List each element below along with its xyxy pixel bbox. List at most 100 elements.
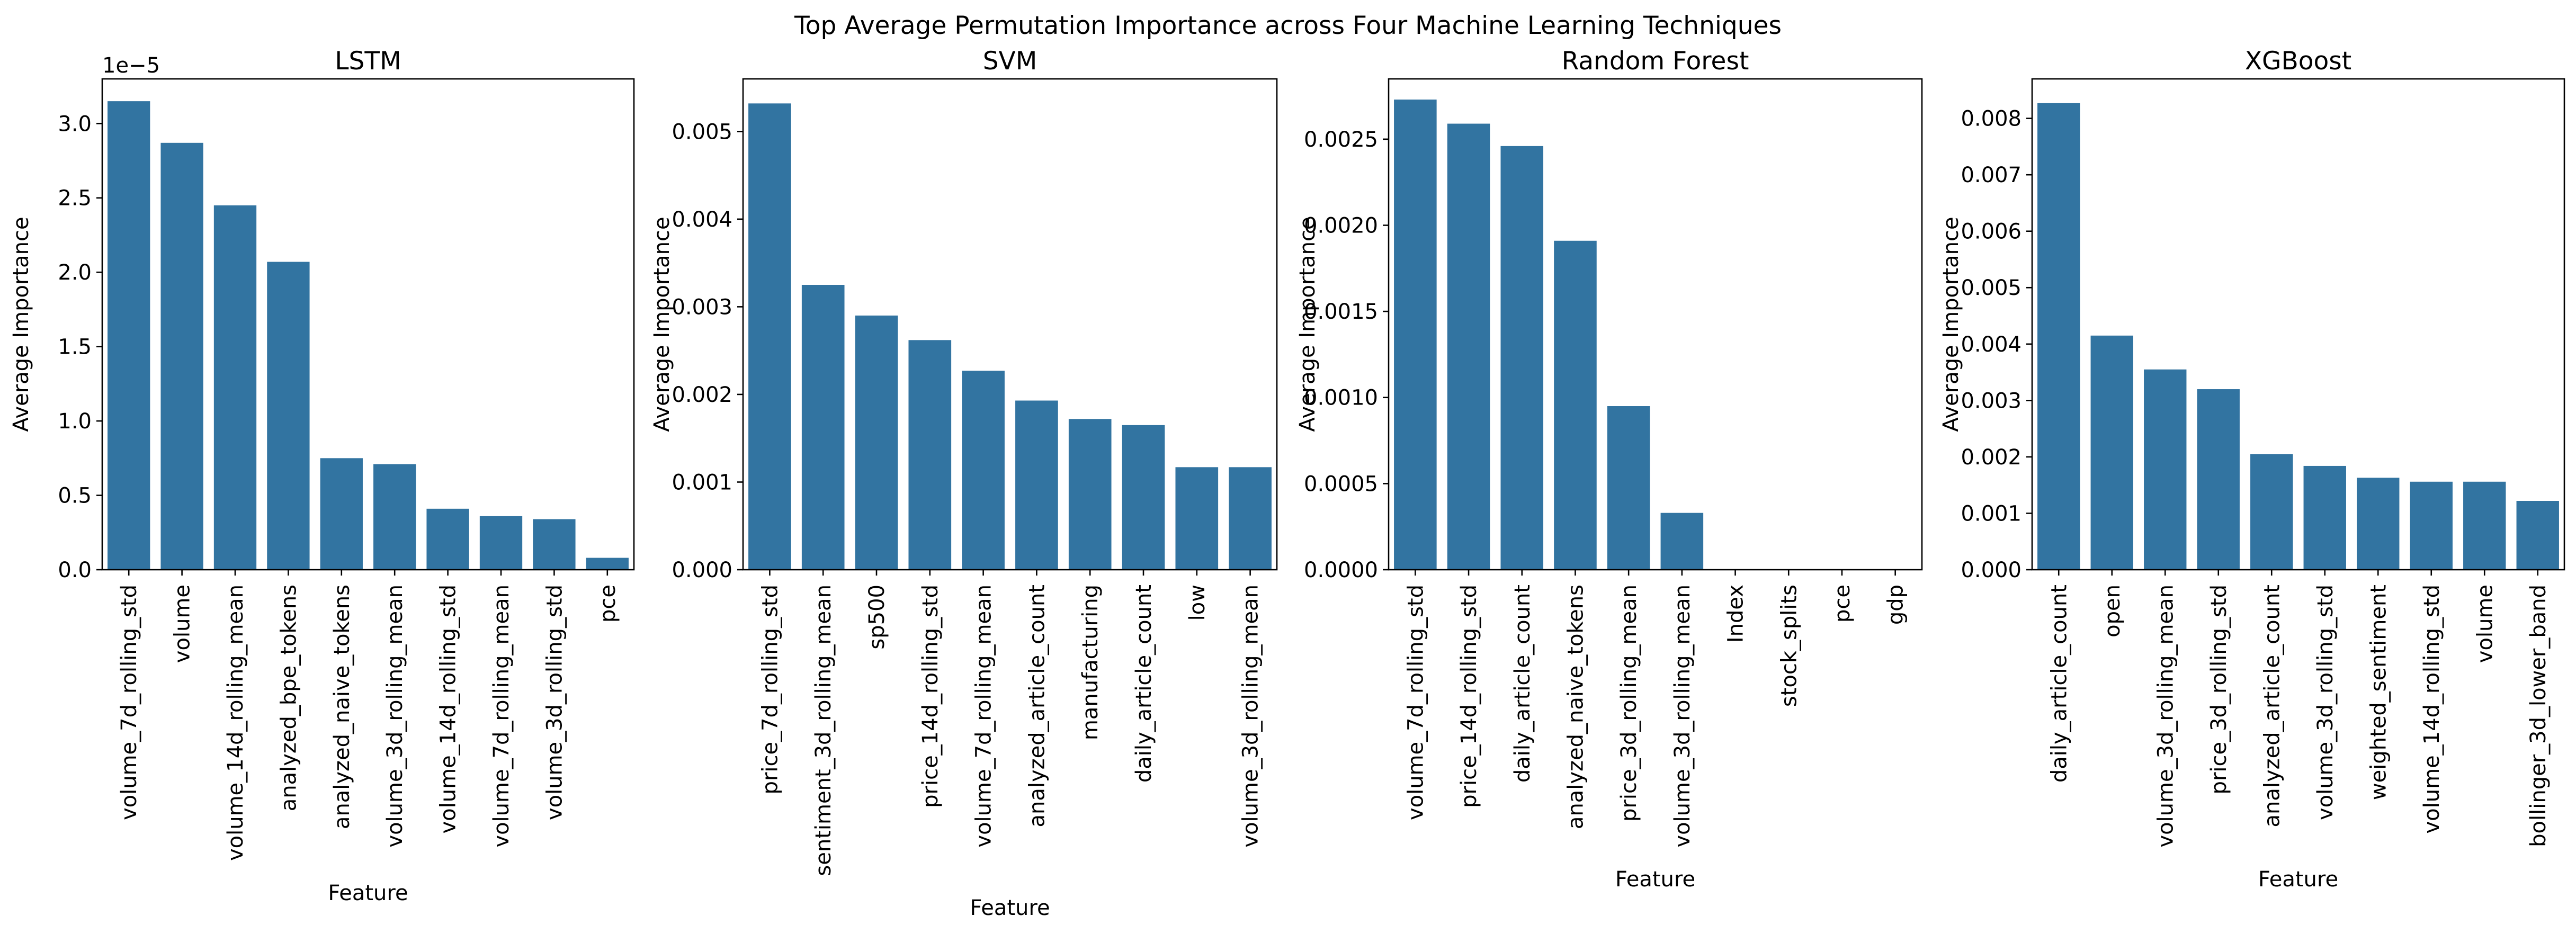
chart-panel-4: 0.000 0.001 0.002 0.003 0.004 0.005 0.006 0.007… bbox=[1939, 47, 2565, 892]
x-tick-label: volume_3d_rolling_std bbox=[2313, 585, 2338, 820]
bar bbox=[2357, 478, 2400, 570]
x-tick-label: analyzed_article_count bbox=[1025, 585, 1049, 827]
x-axis-label: Feature bbox=[2258, 867, 2338, 892]
bar bbox=[1122, 425, 1165, 570]
bar bbox=[1068, 419, 1112, 570]
x-tick-label: volume_3d_rolling_mean bbox=[1670, 585, 1695, 848]
bar bbox=[160, 142, 203, 570]
bar bbox=[908, 340, 952, 570]
y-tick-label: 0.5 bbox=[58, 484, 92, 508]
y-tick-label: 0.0005 bbox=[1304, 472, 1378, 496]
y-tick-label: 0.002 bbox=[1961, 445, 2022, 470]
y-tick-label: 1.0 bbox=[58, 409, 92, 434]
y-tick-label: 0.004 bbox=[672, 208, 732, 232]
y-tick-label: 0.001 bbox=[1961, 501, 2022, 526]
y-tick-label: 0.0000 bbox=[1304, 558, 1378, 582]
y-tick-label: 0.001 bbox=[672, 470, 732, 495]
bar bbox=[533, 519, 576, 570]
y-tick-label: 0.000 bbox=[672, 558, 732, 582]
bar bbox=[2303, 465, 2346, 570]
y-axis-label: Average Importance bbox=[1939, 217, 1963, 432]
axes-frame bbox=[101, 78, 635, 571]
x-tick-label: volume_14d_rolling_std bbox=[436, 585, 461, 834]
bar bbox=[108, 101, 150, 570]
y-tick-label: 0.003 bbox=[1961, 389, 2022, 413]
bar bbox=[2037, 103, 2080, 570]
bar bbox=[1447, 123, 1490, 570]
x-tick-label: volume bbox=[2473, 585, 2497, 663]
x-tick-label: pce bbox=[1830, 585, 1855, 623]
bar bbox=[586, 558, 629, 570]
y-tick-label: 0.005 bbox=[1961, 276, 2022, 300]
bar bbox=[748, 103, 791, 570]
x-tick-label: daily_article_count bbox=[2047, 585, 2071, 783]
x-tick-label: analyzed_naive_tokens bbox=[330, 585, 354, 829]
y-tick-label: 0.0020 bbox=[1304, 213, 1378, 238]
y-axis-label: Average Importance bbox=[1295, 217, 1320, 432]
y-tick-label: 0.0025 bbox=[1304, 128, 1378, 152]
bar bbox=[1660, 513, 1704, 570]
x-tick-label: volume_3d_rolling_mean bbox=[2153, 585, 2178, 848]
bar bbox=[2144, 369, 2187, 570]
bar bbox=[1500, 146, 1544, 570]
axes-frame bbox=[742, 78, 1278, 571]
bar bbox=[2463, 481, 2506, 570]
x-tick-label: daily_article_count bbox=[1132, 585, 1156, 783]
y-tick-label: 1.5 bbox=[58, 335, 92, 360]
bar bbox=[1394, 100, 1437, 570]
bar bbox=[2410, 481, 2453, 570]
bar bbox=[213, 205, 257, 570]
bar bbox=[2250, 454, 2293, 570]
x-axis-label: Feature bbox=[1615, 867, 1695, 892]
x-tick-label: volume_3d_rolling_mean bbox=[1239, 585, 1263, 848]
y-tick-label: 0.0 bbox=[58, 558, 92, 582]
x-tick-label: stock_splits bbox=[1777, 585, 1801, 707]
x-tick-label: price_14d_rolling_std bbox=[918, 585, 943, 808]
x-tick-label: volume_14d_rolling_mean bbox=[223, 585, 248, 861]
x-tick-label: volume_14d_rolling_std bbox=[2420, 585, 2444, 834]
axes-frame bbox=[2031, 78, 2565, 571]
chart-title: Random Forest bbox=[1562, 47, 1749, 76]
x-tick-label: volume_3d_rolling_mean bbox=[383, 585, 407, 848]
bar bbox=[267, 262, 310, 570]
x-tick-label: daily_article_count bbox=[1510, 585, 1535, 783]
y-tick-label: 0.0010 bbox=[1304, 386, 1378, 410]
y-tick-label: 0.000 bbox=[1961, 558, 2022, 582]
x-tick-label: volume bbox=[171, 585, 195, 663]
bar bbox=[962, 371, 1005, 570]
y-tick-label: 0.004 bbox=[1961, 333, 2022, 357]
chart-title: XGBoost bbox=[2245, 47, 2351, 76]
x-tick-label: sentiment_3d_rolling_mean bbox=[811, 585, 836, 876]
y-tick-label: 3.0 bbox=[58, 112, 92, 136]
x-tick-label: price_3d_rolling_std bbox=[2207, 585, 2231, 794]
chart-panel-3: 0.0000 0.0005 0.0010 0.0015 0.0020 0.0025 volu… bbox=[1295, 47, 1923, 892]
x-axis-label: Feature bbox=[970, 896, 1050, 920]
y-tick-label: 2.0 bbox=[58, 261, 92, 285]
x-tick-label: volume_3d_rolling_std bbox=[542, 585, 567, 820]
y-axis-label: Average Importance bbox=[9, 217, 33, 432]
chart-panel-2: 0.000 0.001 0.002 0.003 0.004 0.005 price_7d_r… bbox=[650, 47, 1278, 920]
bar bbox=[479, 516, 523, 570]
x-tick-label: price_14d_rolling_std bbox=[1457, 585, 1481, 808]
y-tick-label: 0.002 bbox=[672, 383, 732, 407]
x-tick-label: volume_7d_rolling_std bbox=[117, 585, 141, 820]
bar bbox=[855, 315, 898, 570]
x-tick-label: low bbox=[1185, 585, 1210, 621]
x-tick-label: pce bbox=[596, 585, 620, 623]
bar bbox=[1229, 467, 1272, 570]
bar bbox=[801, 285, 845, 570]
chart-title: LSTM bbox=[335, 47, 401, 76]
y-tick-label: 0.005 bbox=[672, 120, 732, 144]
x-tick-label: volume_7d_rolling_mean bbox=[972, 585, 996, 848]
y-tick-label: 0.007 bbox=[1961, 163, 2022, 187]
y-tick-label: 0.006 bbox=[1961, 220, 2022, 244]
x-tick-label: volume_7d_rolling_mean bbox=[489, 585, 514, 848]
bar bbox=[373, 464, 416, 570]
bar bbox=[2197, 389, 2240, 570]
chart-title: SVM bbox=[983, 47, 1037, 76]
x-axis-label: Feature bbox=[328, 881, 408, 905]
bar bbox=[1015, 400, 1058, 570]
axes-frame bbox=[1388, 78, 1923, 571]
x-tick-label: weighted_sentiment bbox=[2366, 585, 2391, 800]
y-tick-label: 0.0015 bbox=[1304, 300, 1378, 324]
